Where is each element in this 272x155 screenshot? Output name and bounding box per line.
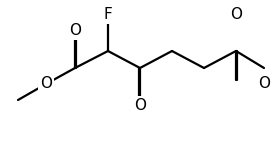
Text: O: O [134, 98, 146, 113]
Text: F: F [104, 7, 112, 22]
Text: O: O [258, 77, 270, 91]
Text: O: O [230, 7, 242, 22]
Text: O: O [69, 23, 81, 38]
Text: O: O [40, 77, 52, 91]
